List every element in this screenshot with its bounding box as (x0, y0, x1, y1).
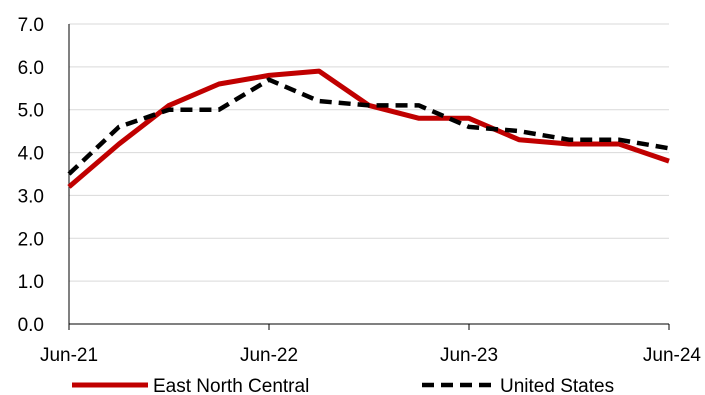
y-tick-label: 6.0 (18, 58, 44, 79)
series-lines (67, 68, 670, 189)
y-tick-label: 1.0 (18, 272, 44, 293)
x-tick-label: Jun-21 (40, 345, 98, 366)
series-line-east-north-central (67, 68, 670, 189)
y-tick-label: 4.0 (18, 144, 44, 165)
x-axis-tick-labels: Jun-21 Jun-22 Jun-23 Jun-24 (40, 345, 701, 366)
legend-label: East North Central (153, 376, 309, 395)
legend-item: United States (422, 376, 614, 395)
y-tick-label: 3.0 (18, 186, 44, 207)
x-tick-label: Jun-24 (643, 345, 702, 366)
y-tick-label: 5.0 (18, 101, 44, 122)
x-tick-label: Jun-22 (240, 345, 298, 366)
legend: East North Central United States (72, 376, 614, 395)
legend-label: United States (500, 376, 614, 395)
y-tick-label: 2.0 (18, 229, 44, 250)
y-tick-label: 0.0 (18, 315, 44, 336)
axes (68, 24, 670, 330)
y-tick-label: 7.0 (18, 15, 44, 36)
x-tick-label: Jun-23 (440, 345, 498, 366)
series-line-united-states (67, 77, 670, 176)
y-axis-tick-labels: 0.0 1.0 2.0 3.0 4.0 5.0 6.0 7.0 (18, 15, 44, 336)
gridlines (69, 23, 669, 282)
legend-item: East North Central (72, 376, 309, 395)
